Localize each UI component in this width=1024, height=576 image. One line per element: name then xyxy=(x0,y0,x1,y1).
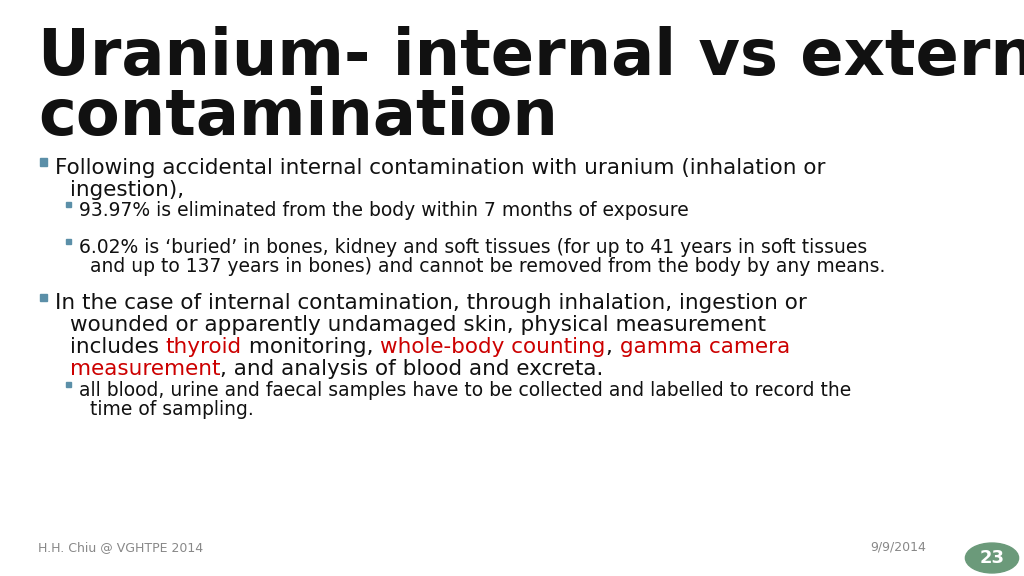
Text: wounded or apparently undamaged skin, physical measurement: wounded or apparently undamaged skin, ph… xyxy=(70,315,766,335)
Text: ,: , xyxy=(606,337,620,357)
Text: includes: includes xyxy=(70,337,166,357)
Text: ingestion),: ingestion), xyxy=(70,180,184,200)
Text: monitoring,: monitoring, xyxy=(242,337,380,357)
Text: all blood, urine and faecal samples have to be collected and labelled to record : all blood, urine and faecal samples have… xyxy=(79,381,851,400)
Text: time of sampling.: time of sampling. xyxy=(90,400,254,419)
Text: Uranium- internal vs external: Uranium- internal vs external xyxy=(38,26,1024,88)
Text: Following accidental internal contamination with uranium (inhalation or: Following accidental internal contaminat… xyxy=(55,158,825,178)
Text: H.H. Chiu @ VGHTPE 2014: H.H. Chiu @ VGHTPE 2014 xyxy=(38,541,203,554)
Text: contamination: contamination xyxy=(38,86,558,148)
Text: thyroid: thyroid xyxy=(166,337,242,357)
Text: and up to 137 years in bones) and cannot be removed from the body by any means.: and up to 137 years in bones) and cannot… xyxy=(90,257,886,276)
Text: In the case of internal contamination, through inhalation, ingestion or: In the case of internal contamination, t… xyxy=(55,293,807,313)
Text: gamma camera: gamma camera xyxy=(620,337,790,357)
Text: 93.97% is eliminated from the body within 7 months of exposure: 93.97% is eliminated from the body withi… xyxy=(79,201,689,220)
Text: , and analysis of blood and excreta.: , and analysis of blood and excreta. xyxy=(220,359,604,379)
Text: 23: 23 xyxy=(980,549,1005,567)
Text: measurement: measurement xyxy=(70,359,220,379)
Text: 9/9/2014: 9/9/2014 xyxy=(870,541,926,554)
Text: whole-body counting: whole-body counting xyxy=(380,337,606,357)
Text: 6.02% is ‘buried’ in bones, kidney and soft tissues (for up to 41 years in soft : 6.02% is ‘buried’ in bones, kidney and s… xyxy=(79,238,867,257)
